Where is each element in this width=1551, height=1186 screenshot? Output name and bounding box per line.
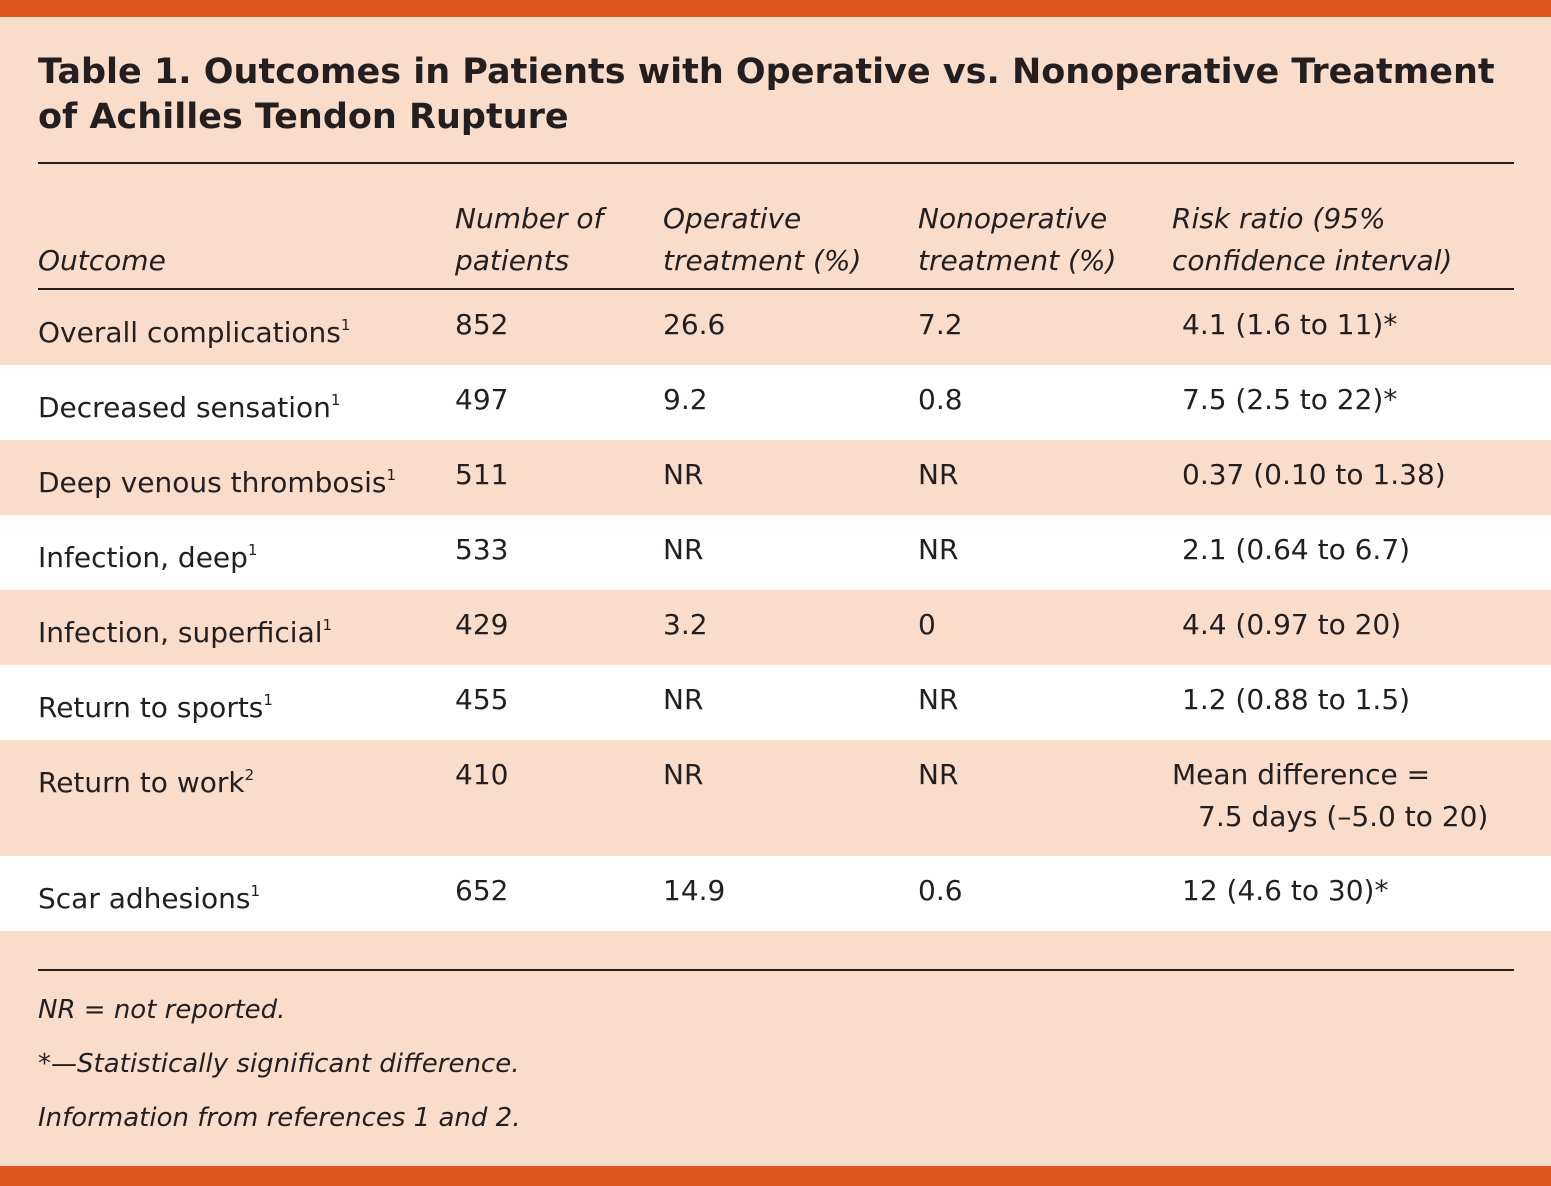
header-rule xyxy=(38,288,1514,290)
outcome-cell: Decreased sensation1 xyxy=(38,379,340,429)
operative-cell: NR xyxy=(663,758,704,791)
title-line: Table 1. Outcomes in Patients with Opera… xyxy=(38,52,1495,92)
risk-ratio-line: 4.1 (1.6 to 11)* xyxy=(1182,308,1398,341)
outcome-cell: Deep venous thrombosis1 xyxy=(38,454,396,504)
footnote: NR = not reported. xyxy=(38,995,286,1025)
patients-cell: 410 xyxy=(455,758,509,791)
outcome: Return to sports xyxy=(38,691,264,724)
header-line: Operative xyxy=(663,202,802,235)
outcome: Scar adhesions xyxy=(38,882,251,915)
header-cell: Outcome xyxy=(38,240,166,282)
table-row: Overall complications1 852 26.6 7.2 4.1 (1.6… xyxy=(0,290,1551,365)
nonoperative-cell: 0 xyxy=(918,608,936,641)
reference: 2 xyxy=(244,766,255,784)
operative-cell: NR xyxy=(663,458,704,491)
outcome-cell: Return to sports1 xyxy=(38,679,273,729)
reference: 1 xyxy=(250,882,261,900)
header-cell: Nonoperative treatment (%) xyxy=(918,198,1116,282)
header-cell: Number of patients xyxy=(455,198,603,282)
nonoperative-cell: NR xyxy=(918,533,959,566)
header-line: Risk ratio (95% xyxy=(1172,202,1386,235)
table-row: Scar adhesions1 652 14.9 0.6 12 (4.6 to 30)* xyxy=(0,856,1551,931)
reference: 1 xyxy=(322,616,333,634)
outcome: Infection, superficial xyxy=(38,616,323,649)
risk-ratio-cell: 1.2 (0.88 to 1.5) xyxy=(1182,679,1410,721)
table-row: Return to sports1 455 NR NR 1.2 (0.88 to 1.5… xyxy=(0,665,1551,740)
header-line: confidence interval) xyxy=(1172,244,1453,277)
risk-ratio-line: 0.37 (0.10 to 1.38) xyxy=(1182,458,1446,491)
nonoperative-cell: NR xyxy=(918,683,959,716)
table-row: Decreased sensation1 497 9.2 0.8 7.5 (2.5 to… xyxy=(0,365,1551,440)
nonoperative-cell: 0.6 xyxy=(918,874,963,907)
reference: 1 xyxy=(263,691,273,709)
patients-cell: 511 xyxy=(455,458,509,491)
risk-ratio-line: 12 (4.6 to 30)* xyxy=(1182,874,1389,907)
reference: 1 xyxy=(247,541,258,559)
risk-ratio-cell: 4.4 (0.97 to 20) xyxy=(1182,604,1401,646)
table-rule xyxy=(38,969,1514,971)
header-cell: Risk ratio (95% confidence interval) xyxy=(1172,198,1452,282)
outcome: Deep venous thrombosis xyxy=(38,466,387,499)
operative-cell: 26.6 xyxy=(663,308,726,341)
patients-cell: 852 xyxy=(455,308,509,341)
nonoperative-cell: NR xyxy=(918,458,959,491)
outcome: Decreased sensation xyxy=(38,391,331,424)
risk-ratio-line: 2.1 (0.64 to 6.7) xyxy=(1182,533,1411,566)
header-line: treatment (%) xyxy=(918,244,1117,277)
risk-ratio-line: 7.5 days (–5.0 to 20) xyxy=(1198,800,1489,833)
header-cell: Operative treatment (%) xyxy=(663,198,861,282)
outcome-cell: Overall complications1 xyxy=(38,304,350,354)
table-row: Return to work2 410 NR NR Mean difference = 7… xyxy=(0,740,1551,856)
risk-ratio-cell: 0.37 (0.10 to 1.38) xyxy=(1182,454,1446,496)
nonoperative-cell: 0.8 xyxy=(918,383,963,416)
operative-cell: NR xyxy=(663,533,704,566)
bottom-bar xyxy=(0,1166,1551,1186)
reference: 1 xyxy=(330,391,341,409)
footnote: *—Statistically significant difference. xyxy=(38,1049,520,1079)
header-line: Number of xyxy=(455,202,604,235)
risk-ratio-line: 1.2 (0.88 to 1.5) xyxy=(1182,683,1411,716)
risk-ratio-line: Mean difference = xyxy=(1172,758,1431,791)
patients-cell: 497 xyxy=(455,383,509,416)
nonoperative-cell: 7.2 xyxy=(918,308,963,341)
title-line: of Achilles Tendon Rupture xyxy=(38,97,569,137)
outcome: Return to work xyxy=(38,766,245,799)
outcome: Infection, deep xyxy=(38,541,248,574)
patients-cell: 455 xyxy=(455,683,509,716)
nonoperative-cell: NR xyxy=(918,758,959,791)
outcome-cell: Infection, superficial1 xyxy=(38,604,332,654)
header-line: treatment (%) xyxy=(663,244,862,277)
patients-cell: 652 xyxy=(455,874,509,907)
risk-ratio-cell: 2.1 (0.64 to 6.7) xyxy=(1182,529,1410,571)
operative-cell: 3.2 xyxy=(663,608,708,641)
risk-ratio-cell: 12 (4.6 to 30)* xyxy=(1182,870,1388,912)
table-row: Deep venous thrombosis1 511 NR NR 0.37 (0.10… xyxy=(0,440,1551,515)
footnote: Information from references 1 and 2. xyxy=(38,1103,521,1133)
title: Table 1. Outcomes in Patients with Opera… xyxy=(38,50,1495,140)
outcome-cell: Infection, deep1 xyxy=(38,529,257,579)
operative-cell: 9.2 xyxy=(663,383,708,416)
top-bar xyxy=(0,0,1551,17)
reference: 1 xyxy=(386,466,397,484)
reference: 1 xyxy=(340,316,351,334)
title-rule xyxy=(38,162,1514,164)
outcome: Overall complications xyxy=(38,316,341,349)
outcome-cell: Return to work2 xyxy=(38,754,254,804)
risk-ratio-cell: Mean difference = 7.5 days (–5.0 to 20) xyxy=(1172,754,1488,838)
header-line: Outcome xyxy=(38,244,166,277)
patients-cell: 533 xyxy=(455,533,509,566)
outcome-cell: Scar adhesions1 xyxy=(38,870,260,920)
table-row: Infection, superficial1 429 3.2 0 4.4 (0.97 … xyxy=(0,590,1551,665)
operative-cell: 14.9 xyxy=(663,874,726,907)
operative-cell: NR xyxy=(663,683,704,716)
header-line: patients xyxy=(455,244,570,277)
patients-cell: 429 xyxy=(455,608,509,641)
risk-ratio-cell: 7.5 (2.5 to 22)* xyxy=(1182,379,1397,421)
table-row: Infection, deep1 533 NR NR 2.1 (0.64 to 6.7) xyxy=(0,515,1551,590)
risk-ratio-line: 4.4 (0.97 to 20) xyxy=(1182,608,1402,641)
header-line: Nonoperative xyxy=(918,202,1108,235)
risk-ratio-line: 7.5 (2.5 to 22)* xyxy=(1182,383,1398,416)
risk-ratio-cell: 4.1 (1.6 to 11)* xyxy=(1182,304,1397,346)
